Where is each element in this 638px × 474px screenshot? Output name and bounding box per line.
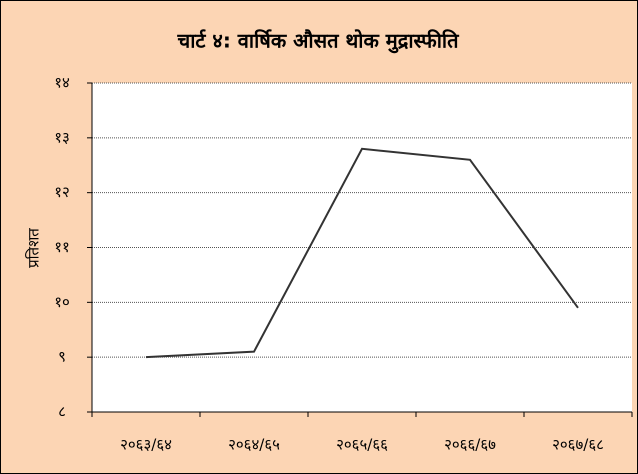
- x-tick-label: २०६६/६७: [444, 436, 496, 454]
- x-tick-label: २०६३/६४: [120, 436, 172, 454]
- y-axis-label: प्रतिशत: [25, 228, 43, 268]
- x-tick-label: २०६५/६६: [336, 436, 388, 454]
- y-tick-label: १०: [54, 293, 70, 311]
- y-tick-label: १४: [54, 74, 70, 92]
- x-tick-label: २०६४/६५: [228, 436, 280, 454]
- y-tick-label: ११: [54, 238, 70, 256]
- y-tick-label: १३: [54, 128, 70, 146]
- data-line: [145, 147, 579, 359]
- y-tick-label: १२: [54, 183, 70, 201]
- x-tick-label: २०६७/६८: [552, 436, 604, 454]
- y-tick-label: ८: [58, 403, 66, 421]
- y-tick-label: ९: [58, 348, 66, 366]
- chart-title: चार्ट ४: वार्षिक औसत थोक मुद्रास्फीति: [177, 29, 461, 54]
